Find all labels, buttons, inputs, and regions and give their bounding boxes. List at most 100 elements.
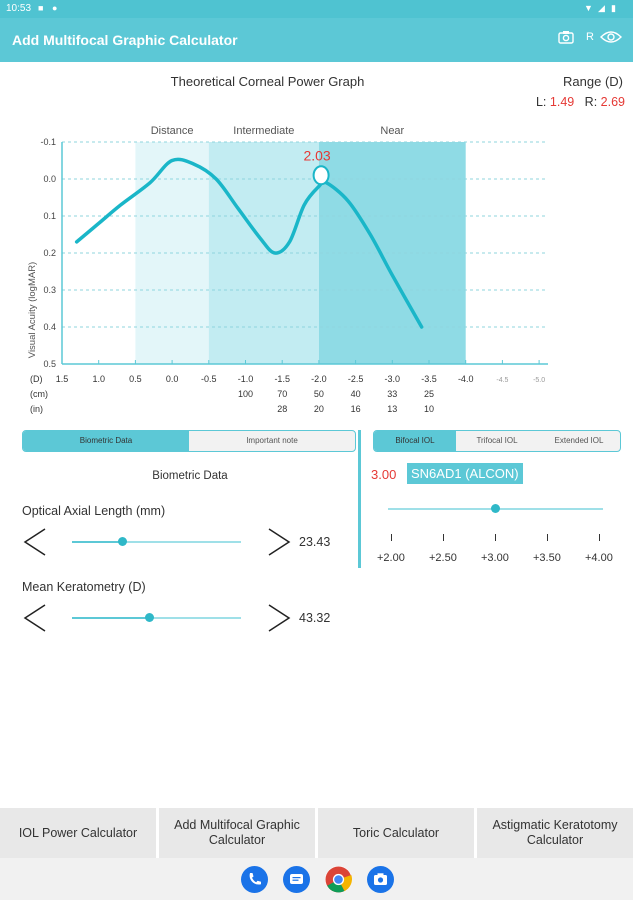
- camera-app-icon[interactable]: [367, 866, 394, 893]
- messages-icon[interactable]: [283, 866, 310, 893]
- kerato-slider-fill: [72, 617, 150, 619]
- graph-title: Theoretical Corneal Power Graph: [170, 74, 365, 89]
- y-tick-label: 0.0: [43, 174, 56, 184]
- x-tick-label-cm: 25: [424, 389, 434, 399]
- x-tick-label-d: -0.5: [201, 374, 217, 384]
- x-tick-label-d: -2.0: [311, 374, 327, 384]
- left-panel-tabs: Biometric Data Important note: [22, 430, 356, 452]
- add-tick-mark: [547, 534, 548, 541]
- biometric-section-title: Biometric Data: [152, 470, 228, 482]
- tab-biometric-data[interactable]: Biometric Data: [23, 431, 189, 451]
- x-tick-label-d: -2.5: [348, 374, 364, 384]
- phone-icon[interactable]: [241, 866, 268, 893]
- tab-extended-iol[interactable]: Extended IOL: [554, 436, 604, 445]
- nav-iol-power-calculator[interactable]: IOL Power Calculator: [0, 808, 156, 858]
- axial-slider-track[interactable]: [72, 541, 241, 543]
- status-bar: 10:53 ■ ● ▼ ◢ ▮: [0, 0, 633, 18]
- keratometry-label: Mean Keratometry (D): [22, 580, 146, 594]
- x-tick-label-in: 13: [387, 404, 397, 414]
- x-axis-unit-label: (D): [30, 374, 43, 384]
- eye-side-label: R: [586, 31, 594, 43]
- x-tick-label-d: -4.5: [496, 377, 508, 384]
- x-tick-label-d: -1.0: [238, 374, 254, 384]
- add-tick-mark: [495, 534, 496, 541]
- range-label: Range (D): [563, 74, 623, 89]
- zone-label: Intermediate: [233, 125, 294, 137]
- acuity-curve: [74, 157, 424, 329]
- range-values: L: 1.49 R: 2.69: [536, 95, 625, 109]
- x-axis-unit-label: (cm): [30, 389, 48, 399]
- y-axis-label: Visual Acuity (logMAR): [27, 262, 38, 358]
- corneal-power-chart: Distance Intermediate Near -0.1 0.0 0.1 0.2 0.…: [27, 125, 548, 414]
- tab-important-note[interactable]: Important note: [246, 436, 298, 445]
- x-tick-label-d: -3.5: [421, 374, 437, 384]
- add-tick-label: +3.50: [533, 552, 561, 564]
- system-dock: [0, 858, 633, 900]
- add-tick-label: +4.00: [585, 552, 613, 564]
- add-tick-label: +2.00: [377, 552, 405, 564]
- marker-value-label: 2.03: [303, 147, 330, 163]
- eye-icon[interactable]: [600, 30, 622, 47]
- kerato-slider-track[interactable]: [72, 617, 241, 619]
- y-tick-label: 0.1: [43, 211, 56, 221]
- wifi-icon: ▼: [584, 3, 593, 13]
- keratometry-value: 43.32: [299, 611, 331, 625]
- iol-type-tabs: Bifocal IOL Trifocal IOL Extended IOL: [373, 430, 621, 452]
- y-tick-label: 0.3: [43, 285, 56, 295]
- zone-label: Near: [380, 125, 404, 137]
- axial-length-value: 23.43: [299, 535, 331, 549]
- x-tick-label-d: -4.0: [458, 374, 474, 384]
- add-tick-label: +3.00: [481, 552, 509, 564]
- kerato-increase-chevron-icon[interactable]: [266, 603, 292, 633]
- iol-model-name[interactable]: SN6AD1 (ALCON): [407, 463, 523, 484]
- x-tick-label-cm: 33: [387, 389, 397, 399]
- add-slider-thumb[interactable]: [491, 504, 500, 513]
- chrome-icon[interactable]: [325, 866, 353, 893]
- add-tick-mark: [599, 534, 600, 541]
- axial-slider-fill: [72, 541, 123, 543]
- y-tick-label: 0.2: [43, 248, 56, 258]
- camera-icon[interactable]: [558, 30, 574, 47]
- x-tick-label-in: 20: [314, 404, 324, 414]
- zone-label: Distance: [151, 125, 194, 137]
- marker-handle: [312, 165, 330, 186]
- nav-toric-calculator[interactable]: Toric Calculator: [318, 808, 474, 858]
- signal-icon: ◢: [598, 3, 605, 13]
- left-prefix: L:: [535, 95, 547, 109]
- x-tick-label-cm: 100: [238, 389, 253, 399]
- x-tick-label-cm: 50: [314, 389, 324, 399]
- panel-divider: [358, 430, 361, 568]
- axial-increase-chevron-icon[interactable]: [266, 527, 292, 557]
- axial-length-label: Optical Axial Length (mm): [22, 504, 166, 518]
- kerato-decrease-chevron-icon[interactable]: [22, 603, 48, 633]
- nav-add-multifocal-calculator[interactable]: Add Multifocal Graphic Calculator: [159, 808, 315, 858]
- axial-slider-thumb[interactable]: [118, 537, 128, 546]
- x-tick-label-in: 10: [424, 404, 434, 414]
- add-tick-label: +2.50: [429, 552, 457, 564]
- x-tick-label-d: -3.0: [385, 374, 401, 384]
- x-tick-label-in: 28: [277, 404, 287, 414]
- x-tick-label-cm: 70: [277, 389, 287, 399]
- x-tick-label-d: 0.0: [166, 374, 179, 384]
- right-range-value: 2.69: [600, 95, 625, 109]
- x-tick-label-in: 16: [351, 404, 361, 414]
- app-title: Add Multifocal Graphic Calculator: [12, 32, 238, 48]
- tab-trifocal-iol[interactable]: Trifocal IOL: [476, 436, 518, 445]
- x-axis-unit-label: (in): [30, 404, 43, 414]
- tab-bifocal-iol[interactable]: Bifocal IOL: [374, 431, 456, 451]
- right-prefix: R:: [584, 95, 598, 109]
- y-tick-label: 0.4: [43, 322, 56, 332]
- x-tick-label-d: 1.0: [92, 374, 105, 384]
- app-bar: Add Multifocal Graphic Calculator R: [0, 18, 633, 62]
- nav-astigmatic-keratotomy-calculator[interactable]: Astigmatic Keratotomy Calculator: [477, 808, 633, 858]
- add-tick-mark: [391, 534, 392, 541]
- x-tick-label-d: 1.5: [56, 374, 69, 384]
- axial-decrease-chevron-icon[interactable]: [22, 527, 48, 557]
- x-tick-label-d: -1.5: [274, 374, 290, 384]
- y-tick-label: -0.1: [40, 137, 56, 147]
- chat-icon: ●: [52, 3, 58, 13]
- x-tick-label-d: -5.0: [533, 377, 545, 384]
- status-time: 10:53: [6, 3, 32, 14]
- add-tick-mark: [443, 534, 444, 541]
- kerato-slider-thumb[interactable]: [145, 613, 155, 622]
